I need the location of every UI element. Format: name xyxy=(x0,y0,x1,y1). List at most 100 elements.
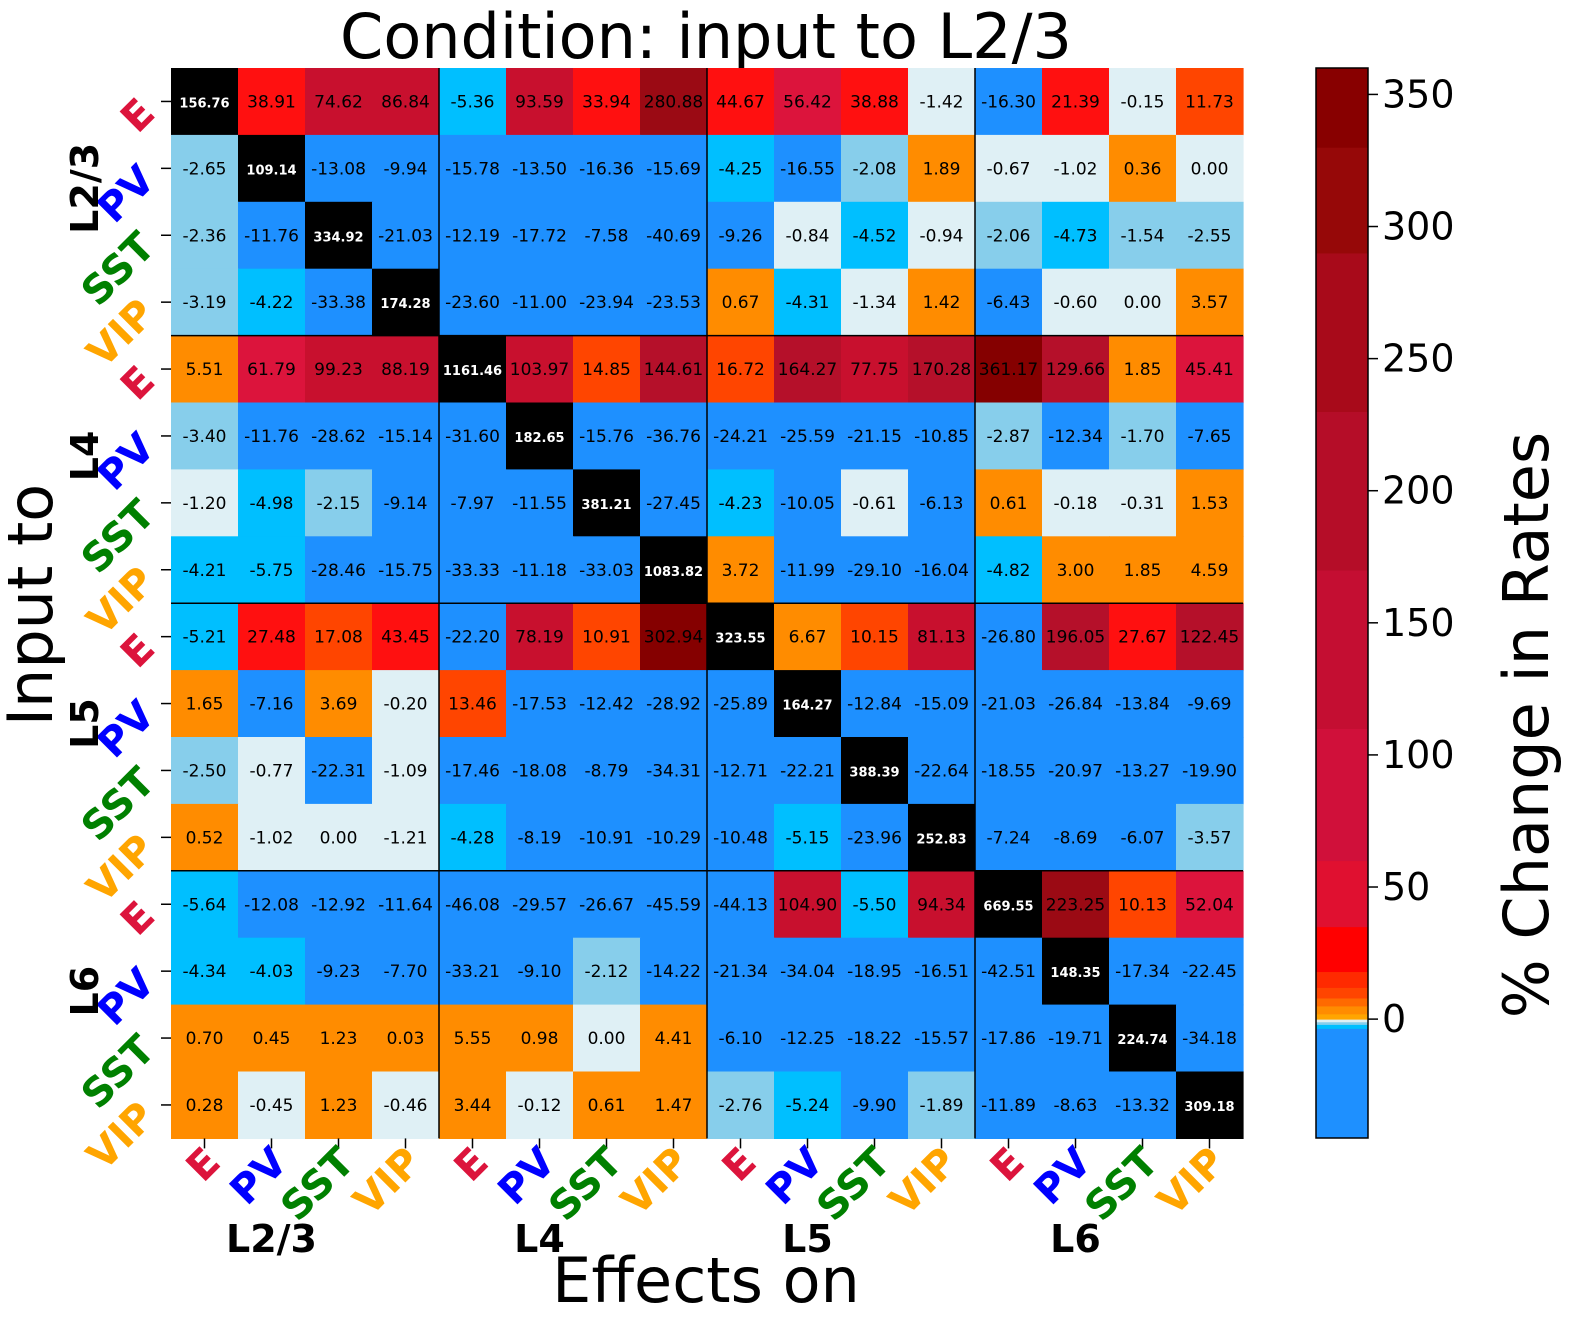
heatmap-cell xyxy=(1176,402,1244,470)
heatmap-cell xyxy=(640,268,708,337)
cell-value-label: 170.28 xyxy=(912,360,971,380)
heatmap-cell xyxy=(1042,402,1110,470)
cell-value-label: -24.21 xyxy=(713,427,768,447)
cell-value-label: -4.28 xyxy=(451,828,495,848)
cell-value-label: 1.89 xyxy=(923,159,961,179)
cell-value-label: -9.26 xyxy=(719,226,763,246)
heatmap-cell xyxy=(975,603,1043,671)
heatmap-cell xyxy=(372,335,440,404)
heatmap-cell xyxy=(372,803,440,872)
y-tick-label: VIP xyxy=(78,826,164,912)
colorbar: 0 50 100 150 200 250 300 350 xyxy=(1315,67,1455,1139)
heatmap-cell xyxy=(506,603,574,671)
x-tick-label: VIP xyxy=(345,1139,431,1225)
heatmap-cell xyxy=(774,1071,842,1139)
cell-value-label: -10.05 xyxy=(780,494,835,514)
cell-value-label: -23.96 xyxy=(847,828,902,848)
heatmap-cell xyxy=(439,268,507,337)
heatmap-cell xyxy=(841,1071,909,1139)
heatmap-cell xyxy=(908,603,976,671)
heatmap-cell xyxy=(238,335,306,404)
heatmap-cell xyxy=(841,68,909,136)
cell-value-label: 0.61 xyxy=(990,494,1028,514)
heatmap-cell xyxy=(1042,670,1110,738)
heatmap-cell xyxy=(573,670,641,738)
heatmap-cell xyxy=(238,603,306,671)
cell-value-label: -1.20 xyxy=(183,494,227,514)
heatmap-cell xyxy=(908,134,976,203)
cell-value-label: 3.57 xyxy=(1191,293,1229,313)
heatmap-cell xyxy=(841,402,909,470)
heatmap-cell xyxy=(305,870,373,939)
cell-value-label: -11.18 xyxy=(512,561,567,581)
y-tick-label: E xyxy=(112,90,164,142)
cell-value-label: -12.84 xyxy=(847,695,902,715)
heatmap-cell xyxy=(506,68,574,136)
heatmap-cell xyxy=(640,335,708,404)
cell-value-label: -9.94 xyxy=(384,159,428,179)
heatmap-cell xyxy=(372,603,440,671)
cell-value-label: -1.89 xyxy=(920,1096,964,1116)
heatmap-cell xyxy=(774,670,842,738)
cell-value-label: -1.21 xyxy=(384,828,428,848)
heatmap-cell xyxy=(305,68,373,136)
heatmap-cell xyxy=(1042,268,1110,337)
heatmap-cell xyxy=(707,469,775,537)
cell-value-label: -15.75 xyxy=(378,561,433,581)
cell-value-label: 0.67 xyxy=(722,293,760,313)
heatmap-cell xyxy=(573,402,641,470)
cell-value-label: 33.94 xyxy=(582,92,631,112)
cell-value-label: 0.61 xyxy=(588,1096,626,1116)
heatmap-cell xyxy=(975,335,1043,404)
cell-value-label: -20.97 xyxy=(1048,761,1103,781)
heatmap-cell xyxy=(305,268,373,337)
cell-value-label: -31.60 xyxy=(445,427,500,447)
heatmap-cell xyxy=(439,335,507,404)
cell-value-label: -17.86 xyxy=(981,1029,1036,1049)
heatmap-cell xyxy=(640,803,708,872)
cell-value-label: 6.67 xyxy=(789,628,827,648)
cell-value-label: 1083.82 xyxy=(644,565,703,580)
heatmap-cell xyxy=(238,870,306,939)
cell-value-label: -9.23 xyxy=(317,962,361,982)
heatmap-cell xyxy=(841,536,909,604)
cell-value-label: -23.53 xyxy=(646,293,701,313)
heatmap-cell xyxy=(305,737,373,805)
cell-value-label: -34.18 xyxy=(1182,1029,1237,1049)
cell-value-label: 334.92 xyxy=(313,230,363,245)
heatmap-cell xyxy=(372,1071,440,1139)
cell-value-label: -17.53 xyxy=(512,695,567,715)
cell-value-label: -25.59 xyxy=(780,427,835,447)
heatmap-cell xyxy=(573,134,641,203)
heatmap-cell xyxy=(908,469,976,537)
heatmap-cell xyxy=(439,737,507,805)
heatmap-cell xyxy=(1176,803,1244,872)
heatmap-cell xyxy=(171,335,239,404)
heatmap-cell xyxy=(640,937,708,1006)
heatmap-cell xyxy=(506,803,574,872)
heatmap-cell xyxy=(439,536,507,604)
cell-value-label: -5.75 xyxy=(250,561,294,581)
cell-value-label: 4.41 xyxy=(655,1029,693,1049)
cell-value-label: -4.98 xyxy=(250,494,294,514)
heatmap-cell xyxy=(573,803,641,872)
cell-value-label: -34.31 xyxy=(646,761,701,781)
cell-value-label: -5.21 xyxy=(183,628,227,648)
cell-value-label: -12.08 xyxy=(244,895,299,915)
heatmap-cell xyxy=(908,68,976,136)
cell-value-label: 323.55 xyxy=(715,632,765,647)
cell-value-label: -28.46 xyxy=(311,561,366,581)
heatmap-cell xyxy=(707,870,775,939)
heatmap-cell xyxy=(372,670,440,738)
cell-value-label: 81.13 xyxy=(917,628,966,648)
cell-value-label: 0.52 xyxy=(186,828,224,848)
colorbar-frame xyxy=(1315,67,1369,1139)
heatmap-cell xyxy=(439,134,507,203)
heatmap-cell xyxy=(372,1004,440,1073)
heatmap-cell xyxy=(171,1004,239,1073)
cell-value-label: 0.00 xyxy=(588,1029,626,1049)
heatmap-cell xyxy=(908,737,976,805)
heatmap-cell xyxy=(975,402,1043,470)
heatmap-cell xyxy=(1042,1004,1110,1073)
heatmap-cell xyxy=(506,335,574,404)
